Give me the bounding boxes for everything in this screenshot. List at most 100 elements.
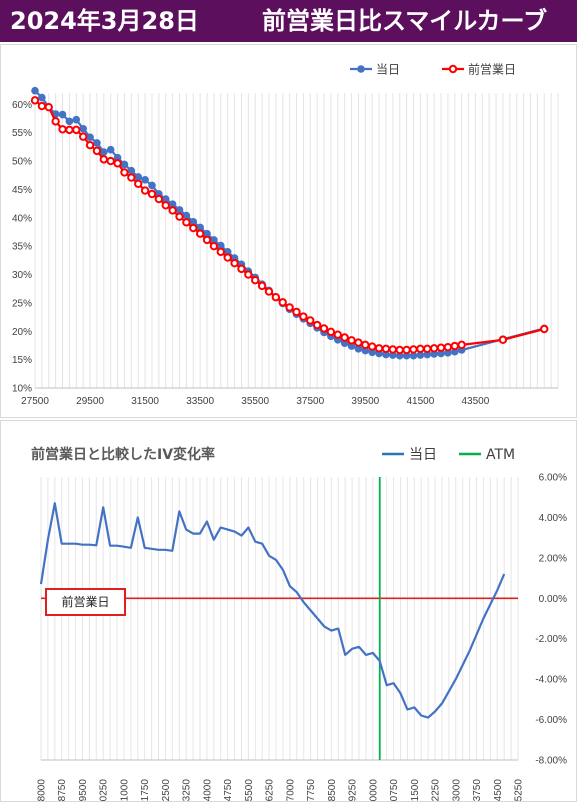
data-point-previous: [416, 344, 425, 354]
x-tick-label: 37750: [306, 779, 317, 801]
x-tick-label: 36250: [265, 779, 276, 801]
data-point-previous: [340, 333, 349, 342]
iv-change-svg: 前営業日と比較したIV変化率 6.00% 4.00% 2.00% 0.00% -2.00%…: [31, 446, 567, 801]
x-tick-label: 43750: [472, 779, 483, 801]
data-point-previous: [230, 258, 239, 268]
x-tick-label: 41500: [406, 396, 434, 407]
y-tick-label: 35%: [12, 242, 32, 253]
data-point-previous: [216, 247, 226, 257]
y-tick-label: -8.00%: [535, 756, 567, 767]
data-point-today: [79, 124, 87, 133]
data-point-previous: [436, 343, 446, 352]
data-point-previous: [498, 335, 508, 344]
data-point-previous: [78, 132, 88, 141]
x-tick-label: 28750: [57, 779, 68, 801]
data-point-previous: [113, 159, 122, 168]
data-point-previous: [319, 324, 329, 333]
x-tick-label: 33250: [182, 779, 193, 801]
data-point-previous: [140, 186, 150, 195]
data-point-previous: [367, 342, 377, 351]
y-tick-label: 4.00%: [539, 513, 567, 524]
x-tick-label: 31500: [131, 396, 159, 407]
data-point-today: [182, 211, 191, 220]
x-tick-label: 33500: [186, 396, 214, 407]
x-tick-label: 32500: [161, 779, 172, 801]
data-point-previous: [374, 344, 384, 353]
data-point-previous: [127, 173, 136, 182]
data-point-previous: [106, 156, 115, 166]
y-tick-label: 50%: [12, 157, 32, 168]
x-tick-label: 37000: [285, 779, 296, 801]
data-point-previous: [161, 201, 170, 210]
smile-curve-chart: 10% 15% 20% 25% 30% 35% 40% 45% 50% 55% 60% 27500 29…: [0, 44, 577, 418]
data-point-previous: [202, 235, 212, 245]
y-tick-label: 10%: [12, 384, 32, 395]
data-point-today: [38, 93, 46, 102]
x-tick-label: 35500: [241, 396, 269, 407]
data-point-previous: [30, 96, 40, 105]
x-tick-label: 45250: [514, 779, 525, 801]
data-point-previous: [51, 117, 60, 126]
data-point-today: [437, 349, 445, 358]
data-point-today: [409, 351, 418, 360]
data-point-today: [354, 345, 363, 353]
y-tick-label: -2.00%: [535, 634, 567, 645]
data-point-previous: [381, 344, 391, 354]
data-point-previous: [44, 102, 53, 112]
data-point-today: [175, 206, 184, 214]
y-tick-label: 20%: [12, 327, 32, 338]
data-point-previous: [354, 338, 363, 347]
data-point-previous: [299, 312, 308, 321]
data-point-today: [444, 349, 452, 357]
data-point-previous: [37, 101, 47, 111]
data-point-today: [450, 347, 459, 356]
x-tick-label: 34750: [223, 779, 234, 801]
x-tick-label: 40750: [389, 779, 400, 801]
data-point-previous: [168, 206, 177, 215]
data-point-previous: [120, 168, 129, 177]
data-point-previous: [134, 179, 143, 188]
header-bar: 2024年3月28日 前営業日比スマイルカーブ: [0, 0, 577, 42]
data-point-today: [395, 351, 404, 360]
data-point-previous: [326, 327, 336, 337]
x-tick-label: 28000: [37, 779, 48, 801]
data-point-previous: [92, 146, 102, 156]
data-point-previous: [409, 345, 418, 354]
series-line-today: [39, 502, 506, 719]
data-point-today: [58, 110, 67, 119]
legend-label: 当日: [409, 447, 437, 463]
x-tick-label: 35500: [244, 779, 255, 801]
data-point-today: [416, 351, 425, 359]
data-point-previous: [388, 345, 398, 354]
data-point-previous: [65, 125, 74, 135]
data-point-today: [402, 351, 411, 360]
x-tick-label: 44500: [493, 779, 504, 801]
data-point-previous: [361, 340, 370, 350]
x-tick-label: 31750: [140, 779, 151, 801]
data-point-previous: [429, 344, 439, 353]
data-point-previous: [312, 320, 322, 330]
legend-marker: [448, 64, 458, 74]
data-point-today: [31, 86, 39, 95]
y-tick-label: 55%: [12, 128, 32, 139]
data-point-previous: [285, 303, 294, 312]
y-tick-label: -6.00%: [535, 715, 567, 726]
data-point-previous: [457, 340, 466, 350]
iv-change-chart: 前営業日と比較したIV変化率 6.00% 4.00% 2.00% 0.00% -2.00%…: [0, 420, 577, 802]
data-point-previous: [154, 194, 164, 204]
data-point-previous: [292, 307, 301, 317]
x-tick-label: 43500: [462, 396, 490, 407]
data-point-today: [168, 200, 177, 208]
x-tick-label: 34000: [202, 779, 213, 801]
y-tick-label: -4.00%: [535, 675, 567, 686]
data-point-previous: [402, 345, 411, 355]
data-point-today: [93, 139, 101, 147]
x-tick-label: 41500: [410, 779, 421, 801]
data-point-today: [368, 348, 376, 357]
data-point-previous: [223, 253, 232, 262]
y-tick-label: 45%: [12, 185, 32, 196]
data-point-today: [382, 350, 390, 359]
legend-label: ATM: [486, 447, 515, 463]
data-point-previous: [264, 287, 274, 296]
baseline-label: 前営業日: [45, 588, 126, 616]
